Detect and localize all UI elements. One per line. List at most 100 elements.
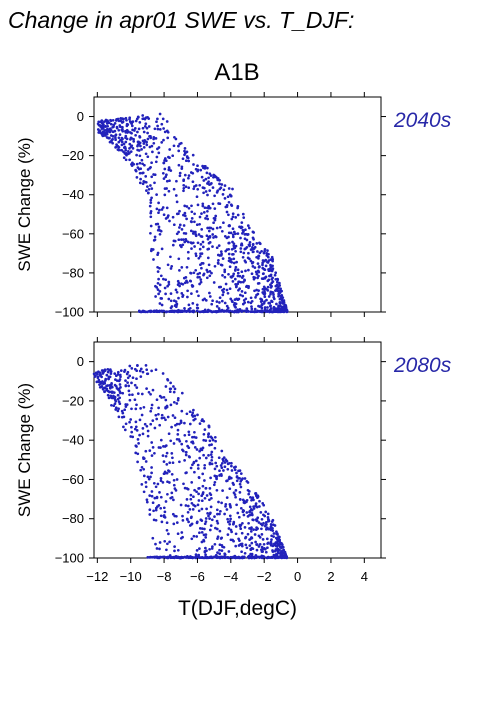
scatter-point: [98, 383, 101, 386]
scatter-point: [97, 120, 101, 124]
scatter-point: [180, 310, 183, 313]
scatter-point: [98, 129, 102, 133]
scatter-point: [140, 392, 144, 396]
scatter-point: [119, 375, 122, 379]
scatter-point: [124, 384, 128, 388]
scatter-point: [202, 438, 206, 442]
scatter-point: [179, 419, 183, 423]
scatter-point: [176, 548, 180, 552]
scatter-point: [108, 130, 112, 134]
scatter-point: [213, 480, 217, 484]
scatter-point: [210, 547, 214, 550]
scatter-point: [110, 381, 113, 385]
scatter-point: [159, 479, 163, 483]
scatter-point: [204, 190, 208, 193]
panel-frame: [93, 96, 382, 313]
scatter-point: [130, 381, 133, 385]
scatter-point: [138, 181, 142, 185]
scatter-point: [196, 309, 199, 313]
scatter-point: [100, 125, 104, 129]
scatter-point: [150, 196, 153, 200]
scatter-point: [208, 498, 211, 502]
y-tick-label: −60: [62, 472, 84, 487]
scatter-point: [275, 544, 279, 548]
scatter-point: [261, 555, 265, 559]
scatter-point: [207, 433, 210, 436]
scatter-point: [107, 377, 110, 381]
scatter-point: [212, 281, 216, 284]
scatter-point: [194, 252, 198, 256]
scatter-point: [197, 553, 201, 557]
scatter-point: [254, 296, 257, 299]
scatter-point: [172, 223, 176, 227]
scatter-point: [171, 512, 175, 516]
scatter-point: [281, 301, 285, 305]
scatter-point: [226, 467, 230, 471]
scatter-point: [152, 310, 155, 313]
scatter-point: [250, 272, 254, 276]
scatter-point: [193, 212, 196, 216]
scatter-point: [215, 464, 219, 468]
scatter-point: [220, 252, 223, 256]
scatter-point: [277, 555, 281, 559]
scatter-point: [253, 289, 256, 293]
scatter-point: [132, 140, 136, 143]
scatter-point: [145, 424, 149, 428]
scatter-point: [180, 292, 184, 295]
scatter-point: [131, 147, 135, 150]
scatter-point: [180, 266, 184, 269]
scatter-point: [109, 372, 113, 375]
scatter-point: [234, 544, 238, 548]
scatter-point: [262, 513, 265, 517]
scatter-point: [130, 407, 133, 411]
scatter-point: [235, 310, 239, 313]
y-axis-label: SWE Change (%): [15, 137, 34, 271]
scatter-point: [180, 228, 184, 231]
scatter-point: [211, 227, 215, 231]
scatter-point: [223, 270, 227, 274]
scatter-point: [272, 535, 275, 538]
scatter-point: [271, 267, 274, 271]
scatter-point: [200, 266, 203, 270]
scatter-point: [133, 398, 137, 402]
scatter-point: [203, 556, 207, 560]
scatter-point: [256, 282, 260, 285]
scatter-point: [172, 483, 176, 487]
scatter-point: [155, 496, 159, 500]
scatter-point: [271, 291, 275, 295]
scatter-point: [161, 372, 165, 375]
scatter-point: [231, 556, 235, 559]
scatter-point: [169, 439, 173, 443]
scatter-point: [238, 225, 241, 229]
scatter-point: [139, 177, 142, 181]
scatter-point: [171, 215, 175, 219]
scatter-point: [189, 493, 193, 497]
scatter-point: [192, 495, 195, 499]
scatter-point: [243, 526, 247, 529]
scatter-point: [172, 144, 176, 148]
scatter-point: [163, 539, 167, 543]
scatter-point: [227, 247, 231, 251]
scatter-point: [175, 521, 179, 524]
scatter-point: [197, 509, 201, 513]
scatter-point: [242, 251, 246, 255]
scatter-point: [208, 487, 212, 490]
scatter-point: [129, 145, 133, 148]
scatter-point: [186, 504, 190, 508]
scatter-point: [136, 452, 140, 456]
scatter-point: [120, 415, 124, 419]
scatter-point: [241, 498, 245, 502]
period-label: 2040s: [393, 109, 452, 132]
scatter-point: [158, 541, 162, 544]
scatter-point: [157, 146, 161, 149]
scatter-point: [238, 523, 242, 527]
scatter-point: [181, 243, 185, 247]
scatter-point: [245, 307, 249, 310]
scatter-point: [160, 413, 164, 417]
scatter-point: [249, 259, 253, 263]
scatter-point: [272, 295, 276, 299]
scatter-point: [199, 518, 203, 522]
scatter-point: [256, 250, 259, 253]
scatter-point: [171, 154, 175, 158]
scatter-point: [181, 535, 184, 539]
